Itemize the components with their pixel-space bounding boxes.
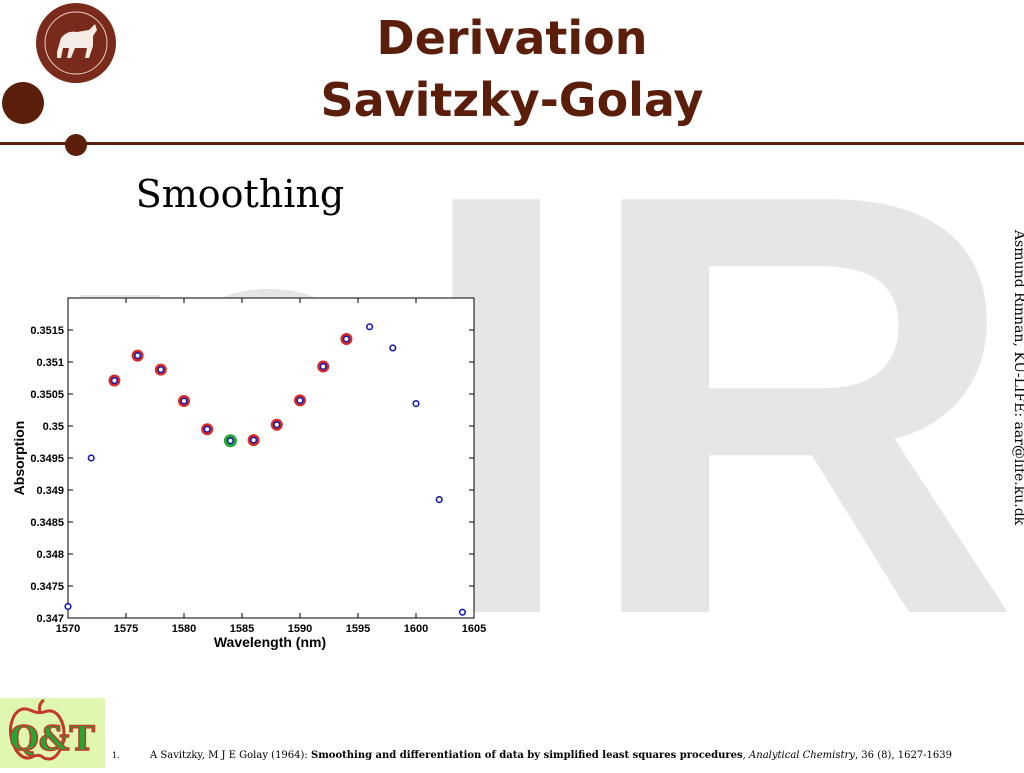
header-divider [0, 142, 1024, 145]
x-tick-label: 1595 [346, 623, 370, 635]
data-point [64, 602, 72, 611]
x-tick-label: 1585 [230, 623, 254, 635]
data-point [226, 437, 234, 445]
data-point [273, 421, 281, 429]
apple-icon [9, 707, 66, 761]
data-point [435, 496, 443, 504]
data-points [64, 323, 467, 616]
x-tick-label: 1600 [404, 623, 428, 635]
data-point [250, 436, 258, 444]
logo-text: Q&T [9, 719, 95, 759]
data-point [342, 335, 351, 343]
data-point [157, 366, 165, 374]
slide-title-line2: Savitzky-Golay [320, 73, 704, 127]
data-point [458, 608, 467, 616]
y-axis: 0.347 0.3475 0.348 0.3485 0.349 0.3495 0.35 0.3… [30, 325, 474, 625]
x-tick-label: 1575 [114, 623, 138, 635]
y-tick-label: 0.35 [43, 421, 64, 433]
y-tick-label: 0.3485 [30, 517, 64, 529]
y-tick-label: 0.347 [36, 613, 64, 625]
data-point [366, 323, 374, 331]
data-point [296, 396, 304, 404]
y-tick-label: 0.3495 [30, 453, 64, 465]
university-seal-logo [36, 3, 116, 83]
author-contact: Åsmund Rinnan, KU-LIFE: aar@life.ku.dk [1011, 230, 1024, 526]
reference-details: , 36 (8), 1627-1639 [854, 750, 952, 761]
x-tick-label: 1570 [56, 623, 80, 635]
y-axis-label: Absorption [11, 421, 27, 496]
data-point [110, 376, 118, 385]
reference-journal: Analytical Chemistry [749, 750, 855, 761]
data-point [180, 397, 188, 405]
data-point [412, 399, 420, 408]
data-point [389, 344, 397, 352]
qt-logo: Q&T [0, 698, 105, 768]
reference-title: Smoothing and differentiation of data by… [310, 750, 743, 761]
x-tick-label: 1580 [172, 623, 196, 635]
y-tick-label: 0.351 [36, 357, 64, 369]
reference-authors: A Savitzky, M J E Golay (1964): [150, 750, 308, 761]
x-axis: 1570 1575 1580 1585 1590 1595 1600 1605 [56, 298, 486, 635]
y-tick-label: 0.3475 [30, 581, 64, 593]
reference-number: 1. [112, 751, 120, 760]
y-tick-label: 0.3505 [30, 389, 64, 401]
plot-area [67, 297, 475, 619]
x-tick-label: 1605 [462, 623, 486, 635]
x-axis-label: Wavelength (nm) [214, 634, 326, 650]
scatter-chart: 0.347 0.3475 0.348 0.3485 0.349 0.3495 0.35 0.3… [11, 297, 486, 650]
x-tick-label: 1590 [288, 623, 312, 635]
section-label: Smoothing [135, 172, 345, 216]
data-point [87, 454, 95, 462]
data-point [319, 362, 327, 371]
y-tick-label: 0.349 [36, 485, 64, 497]
decor-dot-large [2, 82, 44, 124]
y-tick-label: 0.348 [36, 549, 64, 561]
decor-dot-small [65, 134, 87, 156]
slide-title-line1: Derivation [376, 11, 648, 65]
data-point [203, 425, 211, 433]
data-point [134, 351, 142, 360]
y-tick-label: 0.3515 [30, 325, 64, 337]
